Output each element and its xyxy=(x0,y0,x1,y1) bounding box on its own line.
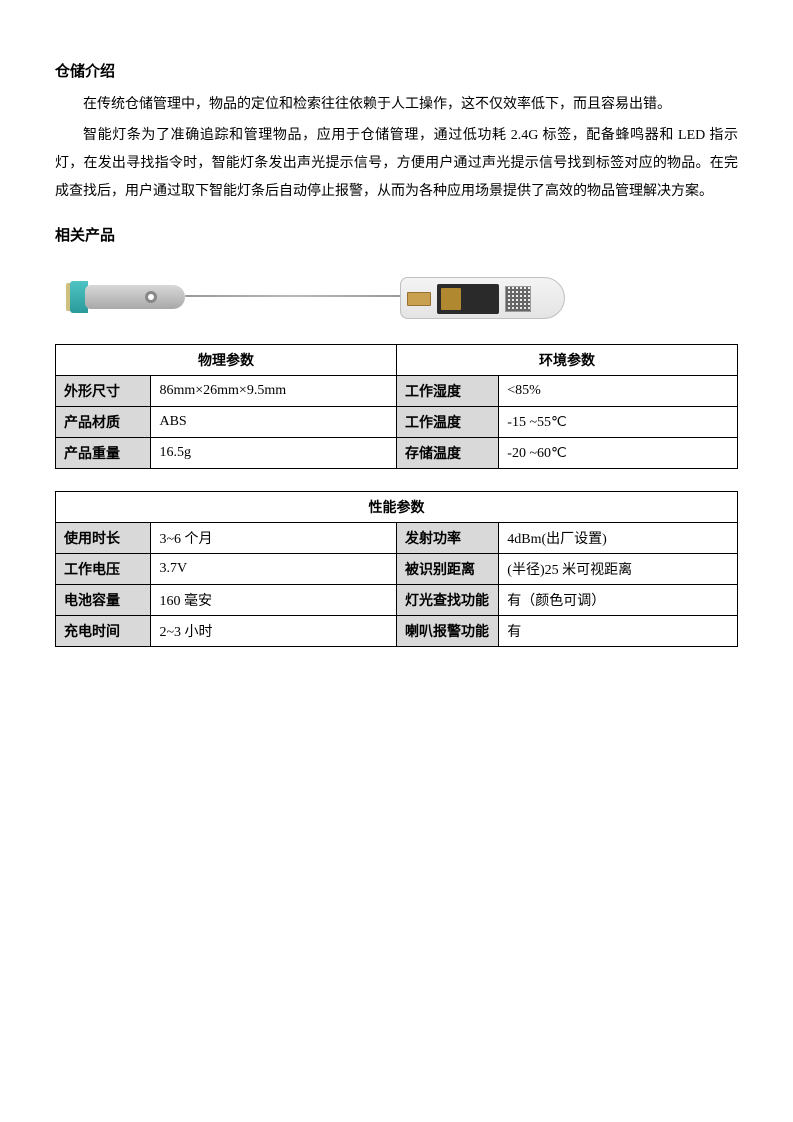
param-value: ABS xyxy=(151,407,397,438)
param-label: 使用时长 xyxy=(56,523,151,554)
param-value: 有（颜色可调） xyxy=(499,585,738,616)
param-value: -20 ~60℃ xyxy=(499,438,738,469)
param-label: 产品材质 xyxy=(56,407,151,438)
param-value: 2~3 小时 xyxy=(151,616,397,647)
table-row: 产品重量 16.5g 存储温度 -20 ~60℃ xyxy=(56,438,738,469)
intro-heading: 仓储介绍 xyxy=(55,60,738,81)
table-row: 电池容量 160 毫安 灯光查找功能 有（颜色可调） xyxy=(56,585,738,616)
intro-paragraph-1: 在传统仓储管理中，物品的定位和检索往往依赖于人工操作，这不仅效率低下，而且容易出… xyxy=(55,91,738,119)
product-image xyxy=(55,259,575,334)
param-label: 喇叭报警功能 xyxy=(396,616,498,647)
param-label: 工作温度 xyxy=(396,407,498,438)
table-row: 使用时长 3~6 个月 发射功率 4dBm(出厂设置) xyxy=(56,523,738,554)
param-label: 灯光查找功能 xyxy=(396,585,498,616)
param-value: 160 毫安 xyxy=(151,585,397,616)
param-value: (半径)25 米可视距离 xyxy=(499,554,738,585)
env-params-header: 环境参数 xyxy=(396,345,737,376)
param-value: 有 xyxy=(499,616,738,647)
param-label: 外形尺寸 xyxy=(56,376,151,407)
param-value: 3.7V xyxy=(151,554,397,585)
param-label: 工作湿度 xyxy=(396,376,498,407)
param-label: 电池容量 xyxy=(56,585,151,616)
table-header-row: 性能参数 xyxy=(56,492,738,523)
param-label: 存储温度 xyxy=(396,438,498,469)
param-label: 充电时间 xyxy=(56,616,151,647)
param-label: 发射功率 xyxy=(396,523,498,554)
related-products-heading: 相关产品 xyxy=(55,224,738,245)
clip-body-icon xyxy=(85,285,185,309)
param-label: 产品重量 xyxy=(56,438,151,469)
physical-env-params-table: 物理参数 环境参数 外形尺寸 86mm×26mm×9.5mm 工作湿度 <85%… xyxy=(55,344,738,469)
table-header-row: 物理参数 环境参数 xyxy=(56,345,738,376)
param-value: 86mm×26mm×9.5mm xyxy=(151,376,397,407)
param-value: <85% xyxy=(499,376,738,407)
table-row: 充电时间 2~3 小时 喇叭报警功能 有 xyxy=(56,616,738,647)
qr-code-icon xyxy=(505,286,531,312)
physical-params-header: 物理参数 xyxy=(56,345,397,376)
param-label: 工作电压 xyxy=(56,554,151,585)
performance-params-header: 性能参数 xyxy=(56,492,738,523)
param-value: 4dBm(出厂设置) xyxy=(499,523,738,554)
table-row: 工作电压 3.7V 被识别距离 (半径)25 米可视距离 xyxy=(56,554,738,585)
wire-icon xyxy=(185,295,405,297)
tag-illustration xyxy=(400,277,565,319)
usb-port-icon xyxy=(407,292,431,306)
table-row: 外形尺寸 86mm×26mm×9.5mm 工作湿度 <85% xyxy=(56,376,738,407)
intro-paragraph-2: 智能灯条为了准确追踪和管理物品，应用于仓储管理，通过低功耗 2.4G 标签，配备… xyxy=(55,122,738,206)
table-row: 产品材质 ABS 工作温度 -15 ~55℃ xyxy=(56,407,738,438)
param-value: 16.5g xyxy=(151,438,397,469)
pcb-icon xyxy=(437,284,499,314)
param-value: -15 ~55℃ xyxy=(499,407,738,438)
clip-illustration xyxy=(70,281,190,313)
performance-params-table: 性能参数 使用时长 3~6 个月 发射功率 4dBm(出厂设置) 工作电压 3.… xyxy=(55,491,738,647)
clip-hole-icon xyxy=(145,291,157,303)
param-value: 3~6 个月 xyxy=(151,523,397,554)
param-label: 被识别距离 xyxy=(396,554,498,585)
